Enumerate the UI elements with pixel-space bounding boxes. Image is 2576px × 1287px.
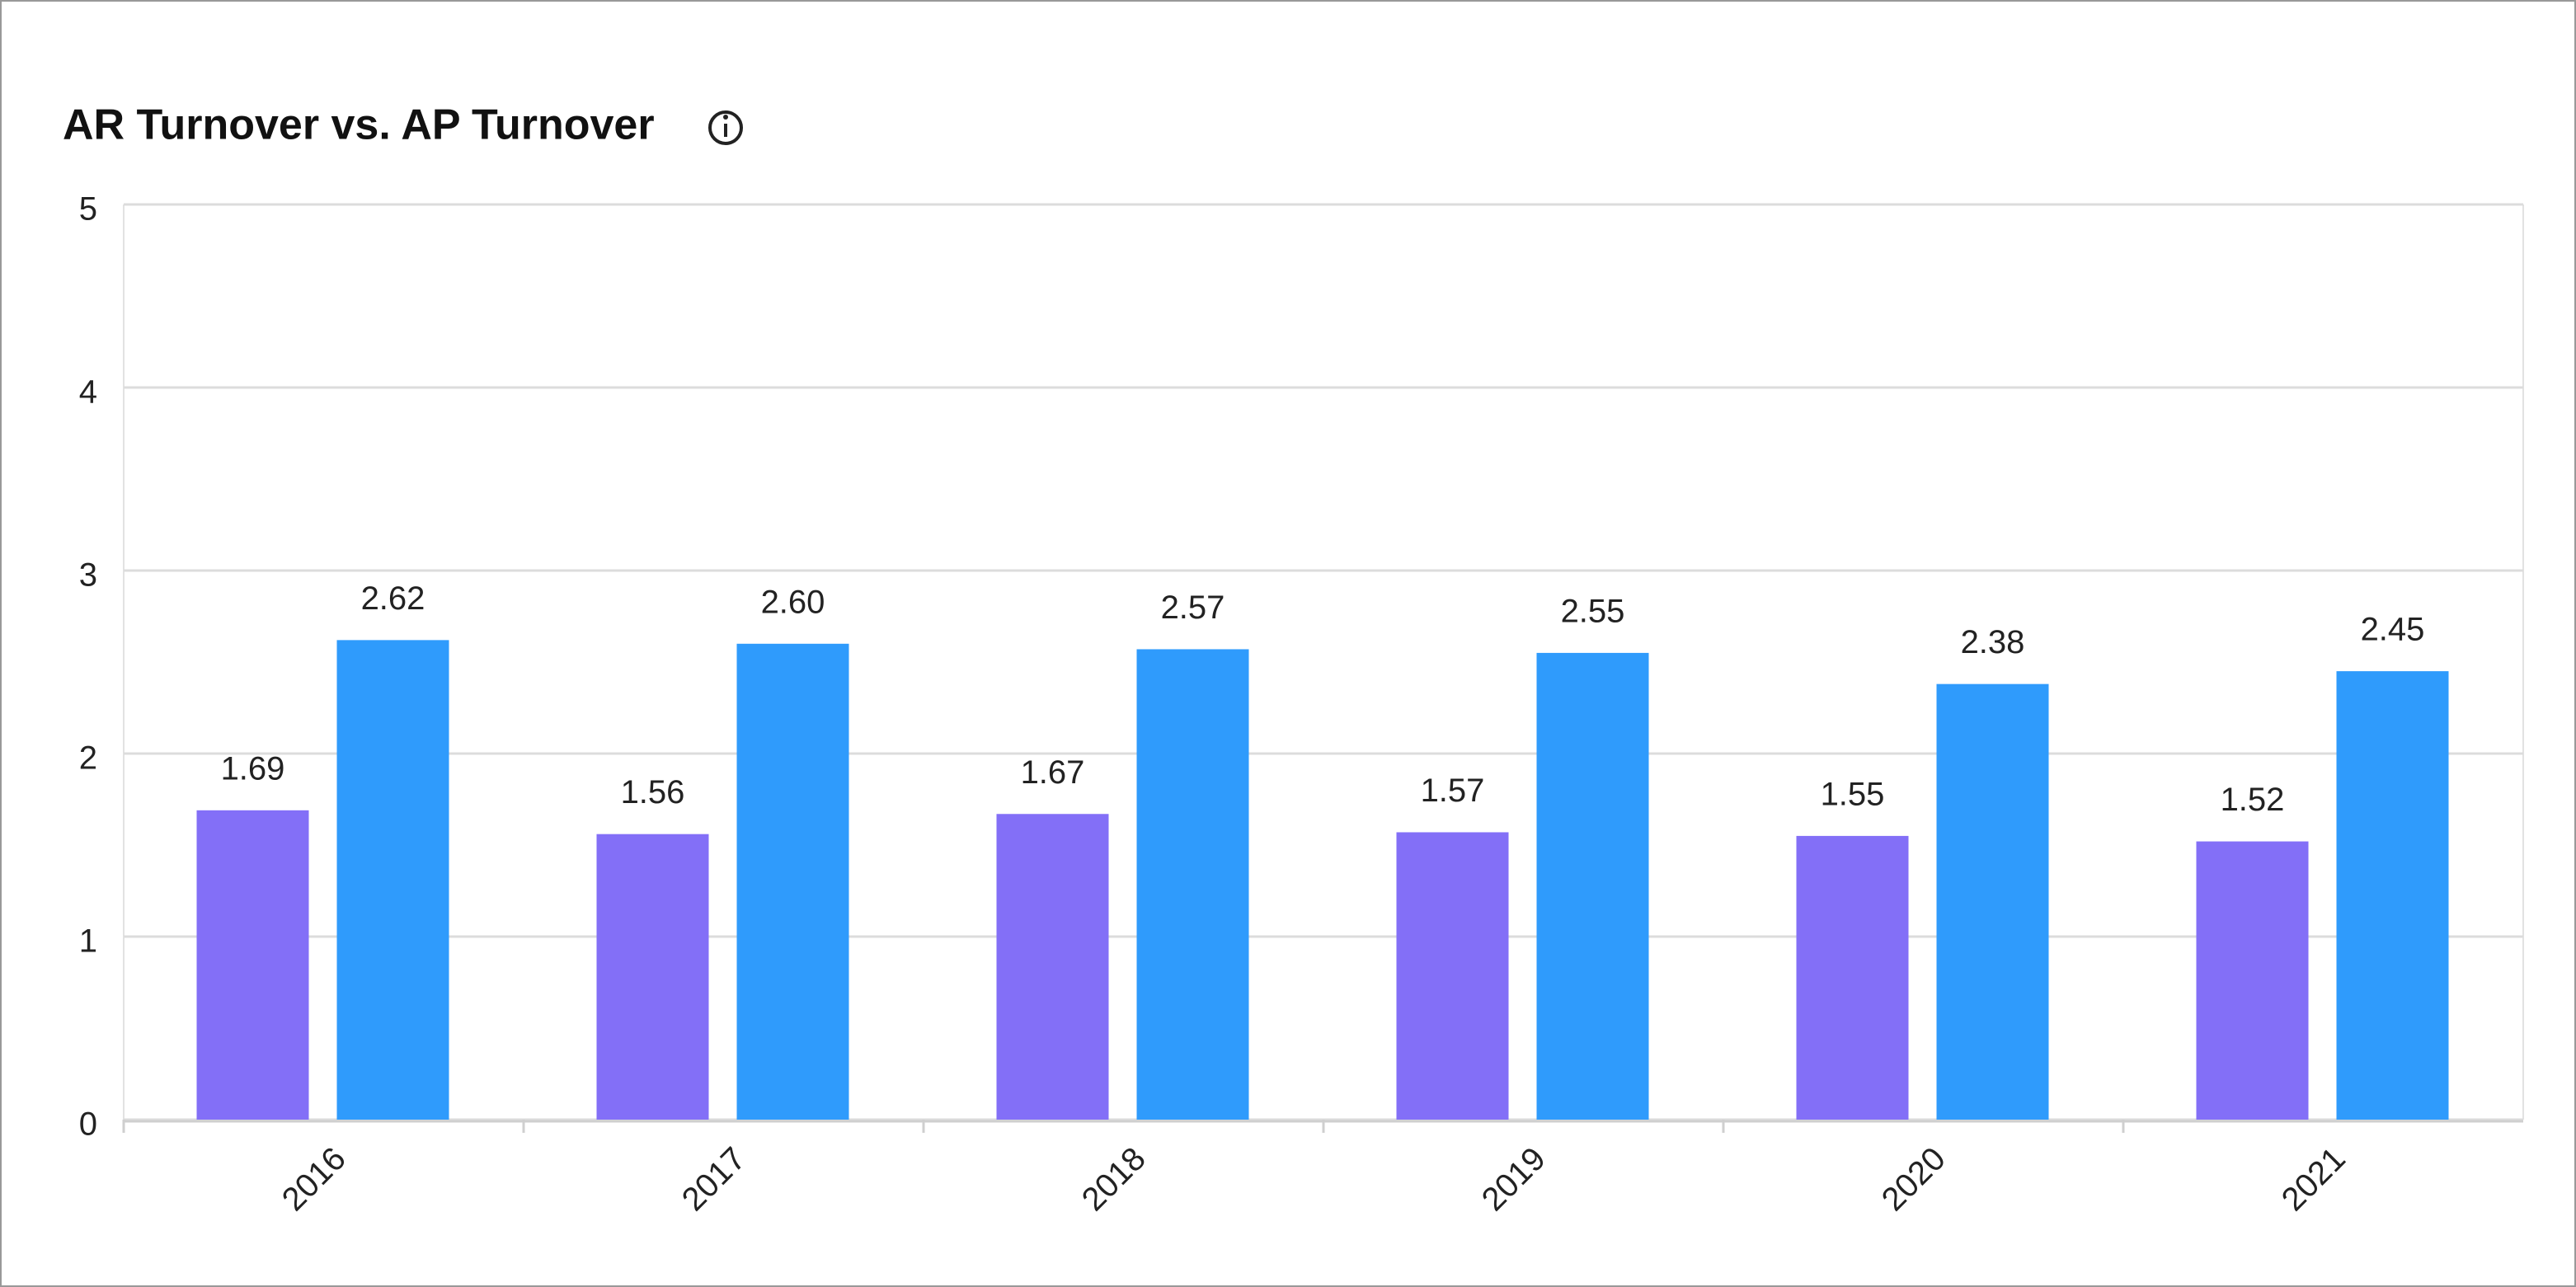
value-label: 2.55 xyxy=(1561,593,1625,629)
value-label: 2.38 xyxy=(1961,624,2025,660)
y-tick-label: 3 xyxy=(79,557,97,594)
chart-title: AR Turnover vs. AP Turnover xyxy=(63,101,655,149)
bar xyxy=(1396,832,1509,1120)
value-label: 2.57 xyxy=(1161,589,1225,626)
bar xyxy=(1796,835,1909,1120)
bar xyxy=(596,834,709,1120)
bar xyxy=(2336,671,2449,1120)
bar xyxy=(1136,649,1249,1120)
bar xyxy=(1536,652,1649,1120)
bar xyxy=(336,640,449,1120)
y-tick-label: 1 xyxy=(79,923,97,960)
value-label: 2.60 xyxy=(761,584,825,620)
y-tick-label: 0 xyxy=(79,1106,97,1143)
bar xyxy=(996,814,1109,1120)
bar xyxy=(196,810,309,1120)
value-label: 2.62 xyxy=(361,580,425,617)
y-tick-label: 5 xyxy=(79,191,97,228)
bar xyxy=(2196,841,2309,1120)
value-label: 1.52 xyxy=(2221,782,2285,818)
bar xyxy=(1936,683,2049,1120)
value-label: 1.55 xyxy=(1821,776,1885,812)
value-label: 2.45 xyxy=(2361,612,2425,648)
value-label: 1.69 xyxy=(221,750,285,787)
y-tick-label: 2 xyxy=(79,740,97,777)
bar xyxy=(736,643,849,1120)
value-label: 1.57 xyxy=(1421,773,1485,809)
value-label: 1.56 xyxy=(621,774,685,810)
value-label: 1.67 xyxy=(1021,754,1085,791)
y-tick-label: 4 xyxy=(79,374,97,411)
info-icon[interactable] xyxy=(708,110,743,145)
